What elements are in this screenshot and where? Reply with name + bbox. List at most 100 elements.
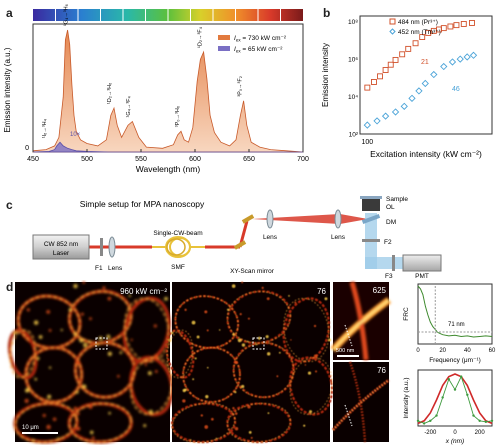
- zoom-1-label: 625: [373, 286, 387, 295]
- puncta: [24, 398, 29, 404]
- frc-x-tick: 0: [416, 348, 420, 354]
- legend-label-730: Iex = 730 kW cm⁻²: [234, 35, 287, 43]
- puncta: [261, 286, 264, 289]
- frc-x-tick: 60: [489, 348, 496, 354]
- puncta: [79, 338, 84, 343]
- puncta: [32, 438, 35, 442]
- profile-point: [466, 393, 469, 396]
- image-1-scalebar: [22, 432, 58, 434]
- profile-point: [484, 420, 488, 424]
- profile-point: [441, 396, 444, 399]
- puncta: [192, 378, 195, 381]
- cell-membrane-highlight: [289, 357, 333, 415]
- puncta: [313, 354, 318, 359]
- profile-ylabel: Intensity (a.u.): [403, 377, 410, 418]
- x-tick-label: 650: [243, 156, 255, 163]
- pmt-label: PMT: [415, 273, 429, 280]
- profile-point: [478, 419, 481, 422]
- pr-point: [364, 84, 371, 91]
- puncta: [276, 375, 279, 378]
- tm-point: [373, 117, 381, 125]
- beam-label: Single-CW-beam: [153, 230, 202, 237]
- puncta: [215, 437, 218, 440]
- profile-point: [447, 378, 451, 381]
- profile-x-tick: 0: [453, 430, 457, 436]
- profile-point: [416, 419, 420, 422]
- puncta: [226, 308, 230, 311]
- frc-curve: [417, 285, 493, 338]
- puncta: [247, 317, 250, 320]
- scan-mirror-2: [241, 214, 255, 224]
- profile-curve-1: [417, 375, 493, 424]
- puncta: [184, 308, 187, 312]
- f3-label: F3: [385, 273, 393, 280]
- puncta: [102, 286, 106, 290]
- puncta: [130, 338, 133, 342]
- puncta: [294, 301, 297, 304]
- puncta: [46, 309, 51, 314]
- puncta: [96, 343, 100, 346]
- puncta: [241, 384, 245, 389]
- puncta: [194, 357, 197, 360]
- b-frame: [359, 15, 493, 135]
- puncta: [265, 335, 269, 339]
- puncta: [234, 412, 238, 415]
- frc-x-tick: 40: [464, 348, 471, 354]
- cell-membrane-highlight: [175, 295, 239, 349]
- zoom-1-structure: [330, 281, 392, 361]
- puncta: [46, 424, 51, 430]
- puncta: [60, 328, 63, 332]
- b-ylabel: Emission intensity: [321, 43, 330, 107]
- puncta: [80, 312, 84, 316]
- puncta: [247, 405, 251, 409]
- microscopy-figure: 960 kW cm⁻² 10 μm 76 625 500 nm 76 71 nm…: [7, 280, 496, 445]
- cell-membrane-highlight: [166, 329, 194, 379]
- cell-membrane-highlight: [124, 297, 170, 363]
- puncta: [88, 404, 93, 409]
- image-1-cells: [7, 280, 174, 444]
- tm-point: [408, 94, 416, 102]
- transition-label: ¹I₆→³H₄: [42, 118, 48, 138]
- puncta: [267, 412, 270, 415]
- puncta: [239, 312, 242, 316]
- cell-membrane-highlight: [226, 291, 291, 344]
- f1-filter: [100, 238, 103, 256]
- puncta: [303, 424, 306, 427]
- puncta: [234, 427, 239, 431]
- b-legend-marker-pr: [389, 18, 396, 25]
- puncta: [153, 324, 157, 328]
- puncta: [73, 406, 77, 410]
- cell-membrane: [129, 355, 174, 417]
- panel-letter-d: d: [6, 280, 14, 294]
- cell-membrane-highlight: [14, 402, 78, 444]
- frc-xlabel: Frequency (μm⁻¹): [429, 357, 481, 364]
- spectrum-xlabel: Wavelength (nm): [136, 164, 201, 174]
- x-tick-label: 450: [27, 156, 39, 163]
- f2-label: F2: [384, 239, 392, 246]
- puncta: [26, 388, 30, 392]
- sample-label: Sample: [386, 196, 408, 203]
- legend-swatch-65: [218, 46, 230, 51]
- puncta: [307, 371, 312, 375]
- puncta: [143, 424, 147, 428]
- cell-membrane-highlight: [171, 402, 236, 443]
- puncta: [231, 284, 236, 288]
- roi-box-2: [252, 337, 265, 350]
- transition-label: ¹D₂→³H₆: [107, 83, 113, 104]
- puncta: [237, 338, 242, 343]
- cell-membrane-highlight: [227, 403, 291, 443]
- spectrum-series-1: [32, 141, 303, 153]
- puncta: [57, 437, 60, 440]
- cell-membrane-highlight: [25, 347, 83, 403]
- tm-point: [421, 79, 429, 88]
- cell-membrane-highlight: [9, 329, 36, 379]
- b-y-tick-label: 10²: [349, 132, 359, 139]
- slope-label-46: 46: [452, 86, 460, 93]
- profile-x-tick: 200: [475, 430, 486, 436]
- pr-point: [419, 34, 426, 41]
- pr-point: [387, 61, 394, 68]
- b-legend: 484 nm (Pr³⁺) 452 nm (Tm³⁺): [389, 18, 441, 36]
- x-tick-label: 700: [297, 156, 309, 163]
- blue-beam-horizontal: [365, 257, 403, 269]
- puncta: [255, 343, 258, 346]
